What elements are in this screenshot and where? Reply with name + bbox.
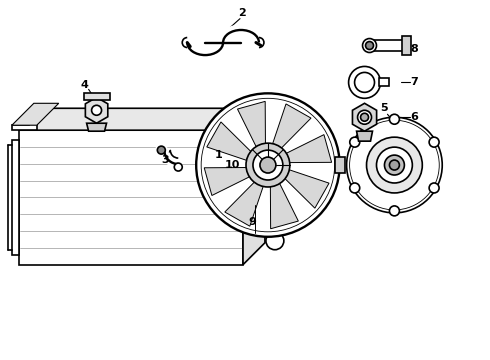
Circle shape [429,183,439,193]
Text: 10: 10 [224,160,240,170]
Polygon shape [286,135,332,163]
Text: 1: 1 [214,150,222,160]
Polygon shape [84,93,110,100]
Circle shape [157,146,165,154]
Polygon shape [19,108,265,130]
Polygon shape [357,131,372,141]
Text: 4: 4 [81,80,89,90]
Polygon shape [12,103,59,125]
Polygon shape [270,138,293,156]
Circle shape [174,163,182,171]
Circle shape [363,39,376,53]
Polygon shape [87,123,106,131]
Text: 5: 5 [381,103,388,113]
Polygon shape [352,103,377,131]
Text: 3: 3 [162,155,169,165]
Circle shape [253,150,283,180]
Circle shape [92,105,101,115]
Circle shape [361,113,368,121]
Circle shape [196,93,340,237]
Polygon shape [243,108,265,265]
Circle shape [348,67,380,98]
Circle shape [367,137,422,193]
Polygon shape [369,40,404,51]
Circle shape [366,41,373,50]
Polygon shape [238,102,266,147]
Polygon shape [402,36,412,55]
Polygon shape [270,116,287,138]
Polygon shape [265,113,283,233]
Circle shape [429,137,439,147]
Polygon shape [225,182,263,226]
Circle shape [350,183,360,193]
Circle shape [390,206,399,216]
Circle shape [350,137,360,147]
Text: 6: 6 [411,112,418,122]
Circle shape [376,147,413,183]
Circle shape [266,232,284,250]
Polygon shape [207,122,251,160]
Polygon shape [204,167,249,195]
Polygon shape [12,140,19,255]
Circle shape [358,110,371,124]
Text: 9: 9 [248,217,256,227]
Polygon shape [379,78,390,86]
Polygon shape [285,170,329,208]
Polygon shape [19,130,243,265]
Polygon shape [335,157,344,173]
Polygon shape [268,218,282,233]
Circle shape [390,114,399,124]
Circle shape [260,157,276,173]
Circle shape [390,160,399,170]
Circle shape [385,155,404,175]
Text: 2: 2 [238,8,246,18]
Circle shape [246,143,290,187]
Circle shape [346,117,442,213]
Text: 7: 7 [411,77,418,87]
Polygon shape [268,188,285,203]
Polygon shape [85,97,108,123]
Text: 8: 8 [411,44,418,54]
Polygon shape [272,104,311,148]
Polygon shape [12,120,37,130]
Polygon shape [268,203,285,218]
Polygon shape [270,184,298,229]
